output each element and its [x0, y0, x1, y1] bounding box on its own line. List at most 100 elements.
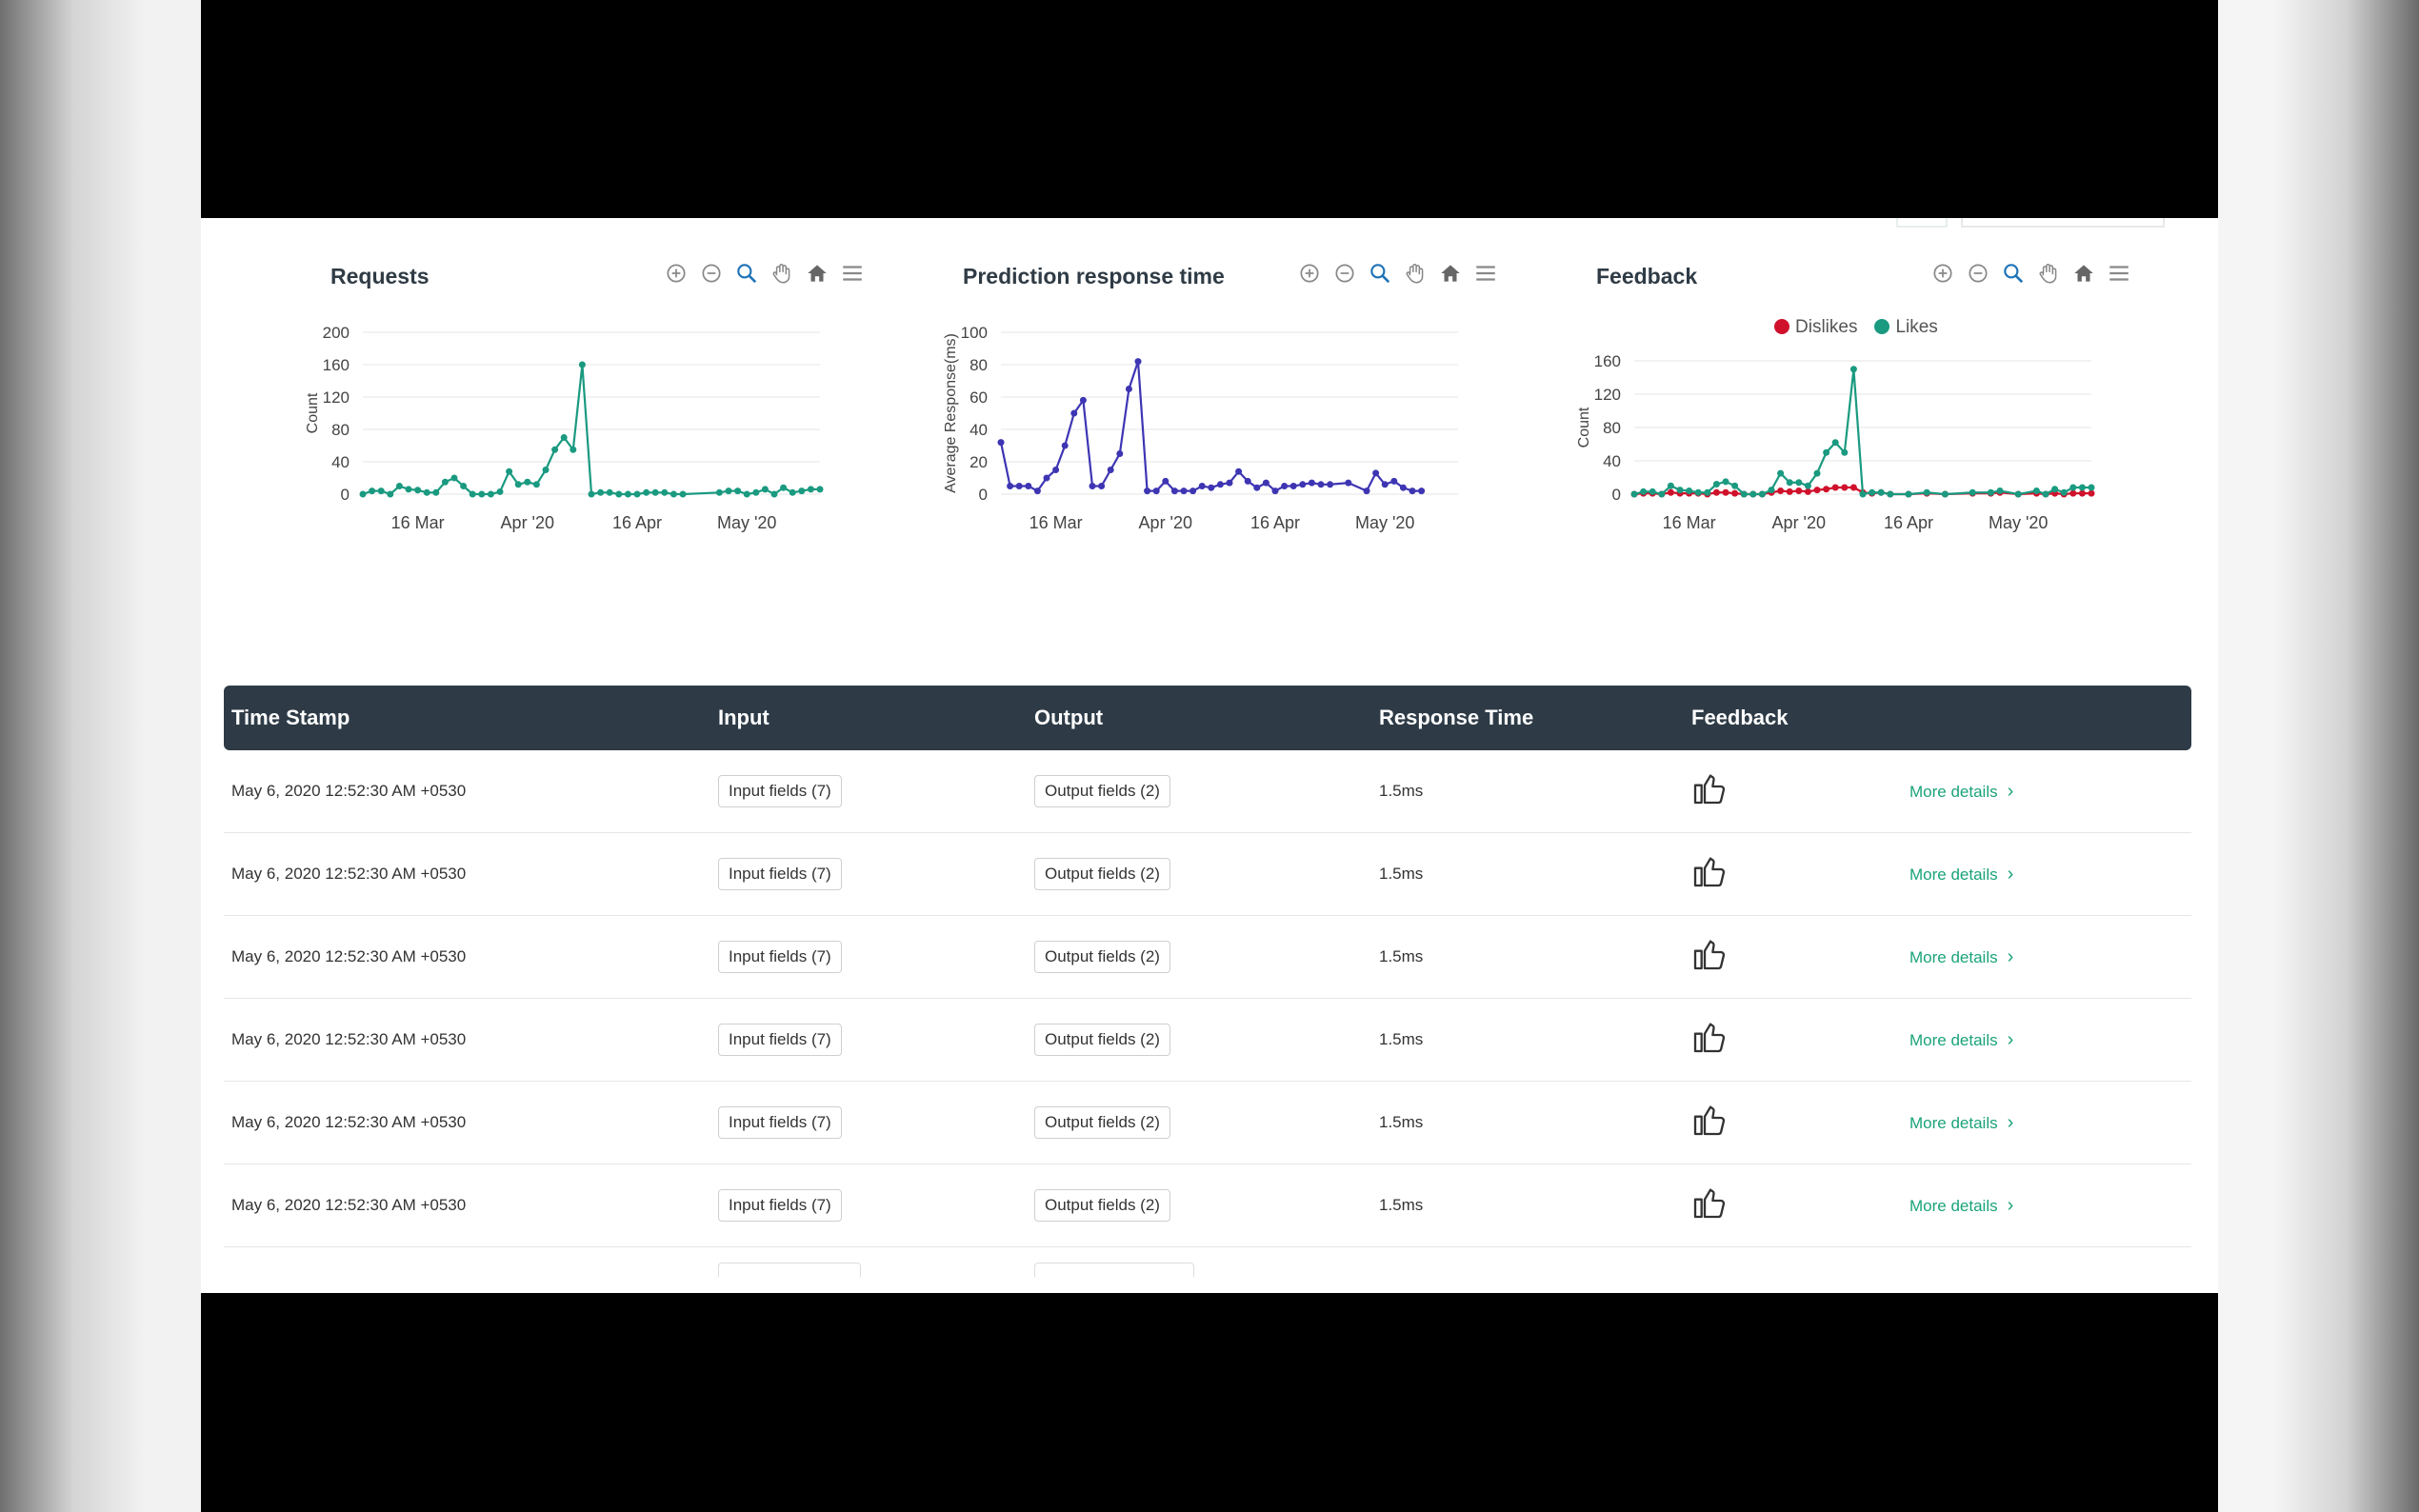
data-point[interactable] [2042, 490, 2049, 498]
data-point[interactable] [761, 486, 769, 493]
data-point[interactable] [514, 481, 522, 488]
more-details-link[interactable]: More details › [1909, 1029, 2013, 1051]
input-fields-button[interactable]: Input fields (7) [718, 1106, 842, 1139]
data-point[interactable] [1841, 484, 1849, 491]
menu-icon[interactable] [2106, 260, 2132, 287]
data-point[interactable] [1667, 482, 1674, 489]
selection-zoom-icon[interactable] [733, 260, 760, 287]
output-fields-button[interactable]: Output fields (2) [1034, 941, 1170, 973]
data-point[interactable] [1098, 483, 1106, 489]
data-point[interactable] [1281, 483, 1289, 489]
data-point[interactable] [1704, 488, 1711, 496]
data-point[interactable] [2032, 487, 2040, 494]
data-point[interactable] [414, 487, 422, 494]
data-point[interactable] [1823, 486, 1830, 493]
data-point[interactable] [780, 484, 788, 491]
data-point[interactable] [1299, 481, 1307, 488]
data-point[interactable] [725, 487, 732, 495]
data-point[interactable] [1849, 366, 1857, 373]
data-point[interactable] [1841, 448, 1849, 456]
data-point[interactable] [2069, 484, 2077, 491]
data-point[interactable] [633, 490, 641, 498]
data-point[interactable] [1015, 483, 1023, 489]
data-point[interactable] [1216, 481, 1224, 488]
data-point[interactable] [1649, 487, 1656, 495]
thumbs-up-icon[interactable] [1690, 1018, 1729, 1061]
data-point[interactable] [789, 488, 796, 496]
data-point[interactable] [1399, 484, 1407, 491]
data-point[interactable] [588, 490, 595, 498]
data-point[interactable] [1813, 469, 1821, 477]
data-point[interactable] [1345, 479, 1352, 487]
data-point[interactable] [1363, 487, 1370, 495]
data-point[interactable] [1043, 474, 1050, 482]
data-point[interactable] [670, 490, 677, 498]
data-point[interactable] [1740, 490, 1748, 498]
data-point[interactable] [770, 490, 778, 498]
data-point[interactable] [743, 490, 750, 498]
data-point[interactable] [1722, 488, 1729, 496]
pan-hand-icon[interactable] [1402, 260, 1429, 287]
data-point[interactable] [734, 487, 742, 495]
data-point[interactable] [1722, 478, 1729, 486]
zoom-in-icon[interactable] [663, 260, 690, 287]
data-point[interactable] [1025, 483, 1032, 489]
data-point[interactable] [1418, 487, 1426, 495]
header-output[interactable]: Output [1034, 706, 1104, 729]
header-time-stamp[interactable]: Time Stamp [231, 706, 350, 729]
data-point[interactable] [1686, 487, 1693, 494]
reset-home-icon[interactable] [2070, 260, 2097, 287]
data-point[interactable] [1831, 484, 1839, 491]
data-point[interactable] [1905, 490, 1912, 498]
data-point[interactable] [2078, 489, 2086, 497]
more-details-link[interactable]: More details › [1909, 1195, 2013, 1217]
reset-home-icon[interactable] [1437, 260, 1464, 287]
data-point[interactable] [1089, 483, 1096, 489]
data-point[interactable] [469, 490, 476, 498]
data-point[interactable] [1786, 487, 1793, 495]
header-feedback[interactable]: Feedback [1691, 706, 1789, 729]
data-point[interactable] [651, 488, 659, 496]
data-point[interactable] [1409, 487, 1416, 495]
data-point[interactable] [369, 487, 376, 495]
data-point[interactable] [1289, 483, 1297, 489]
data-point[interactable] [2069, 489, 2077, 497]
data-point[interactable] [597, 488, 605, 496]
data-point[interactable] [387, 490, 394, 498]
data-point[interactable] [478, 490, 486, 498]
data-point[interactable] [460, 483, 468, 489]
data-point[interactable] [1712, 481, 1720, 487]
data-point[interactable] [1823, 448, 1830, 456]
data-point[interactable] [2060, 488, 2068, 496]
data-point[interactable] [1923, 488, 1930, 496]
data-point[interactable] [487, 490, 494, 498]
data-point[interactable] [2051, 486, 2059, 493]
pan-hand-icon[interactable] [769, 260, 795, 287]
data-point[interactable] [1877, 488, 1885, 496]
data-point[interactable] [1758, 490, 1766, 498]
data-point[interactable] [506, 468, 513, 475]
data-point[interactable] [1033, 487, 1041, 495]
zoom-in-icon[interactable] [1296, 260, 1323, 287]
menu-icon[interactable] [839, 260, 866, 287]
data-point[interactable] [798, 487, 806, 495]
output-fields-button[interactable]: Output fields (2) [1034, 1106, 1170, 1139]
menu-icon[interactable] [1472, 260, 1499, 287]
data-point[interactable] [524, 478, 531, 486]
data-point[interactable] [1226, 479, 1233, 487]
thumbs-up-icon[interactable] [1690, 1101, 1729, 1144]
input-fields-button[interactable]: Input fields (7) [718, 1189, 842, 1222]
data-point[interactable] [1208, 484, 1215, 491]
data-point[interactable] [2088, 484, 2095, 491]
data-point[interactable] [1052, 467, 1060, 473]
data-point[interactable] [1768, 487, 1775, 494]
output-fields-button[interactable]: Output fields (2) [1034, 858, 1170, 890]
data-point[interactable] [715, 488, 723, 496]
data-point[interactable] [1777, 487, 1785, 494]
data-point[interactable] [1804, 482, 1811, 489]
data-point[interactable] [1144, 487, 1151, 495]
top-button-partial[interactable] [1896, 218, 1948, 228]
data-point[interactable] [560, 434, 568, 441]
zoom-out-icon[interactable] [1331, 260, 1358, 287]
data-point[interactable] [432, 488, 440, 496]
